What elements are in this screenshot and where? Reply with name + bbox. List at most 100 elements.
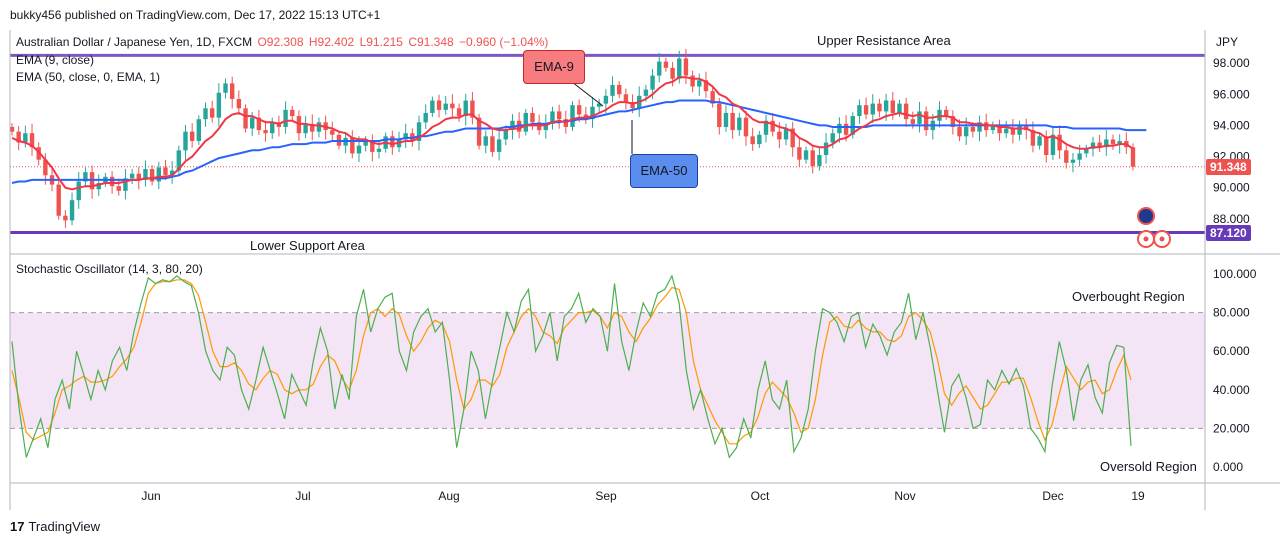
candle-body [209,108,215,118]
candle-body [76,181,81,201]
candle-body [617,84,622,95]
candle-body [416,122,422,141]
stoch-k-line [11,274,1132,459]
candle-body [129,173,135,179]
ohlc-high: H92.402 [308,35,355,49]
candle-body [596,103,602,107]
candle-body [897,103,902,113]
ema9-line [11,76,1134,191]
candle-body [1010,128,1016,135]
time-tick-label: Dec [1042,489,1063,503]
last-price-tag: 91.348 [1206,158,1251,175]
stoch-tick-label: 40.000 [1213,383,1250,397]
candle-body [556,111,562,120]
candle-body [83,172,88,182]
candle-body [1077,153,1082,160]
candle-body [630,102,635,109]
candle-body [857,105,862,117]
candle-body [623,94,629,103]
ohlc-close: C91.348 [408,35,454,49]
candle-body [16,131,21,143]
time-tick-label: Oct [751,489,770,503]
candle-body [730,112,735,131]
candle-body [663,61,669,68]
candle-body [877,103,882,112]
stoch-neutral-band [10,312,1205,429]
candle-body [977,122,982,132]
candle-body [483,136,488,146]
candle-body [810,150,815,166]
candle-body [243,108,248,129]
candle-body [1084,148,1089,154]
candle-body [290,109,295,117]
economic-event-dot [1143,236,1149,242]
candle-body [990,125,996,131]
candle-body [657,61,662,76]
candle-body [476,117,482,146]
time-tick-label: 19 [1131,489,1145,503]
brand-name: TradingView [28,519,101,534]
candle-body [1130,147,1136,167]
time-tick-label: Aug [438,489,459,503]
candle-body [503,130,508,140]
candle-body [463,100,468,117]
candle-body [863,105,869,115]
candle-body [843,123,849,135]
candle-body [229,83,235,99]
upper-resistance-label: Upper Resistance Area [817,33,951,48]
candle-body [370,141,375,152]
candle-body [163,167,168,176]
candle-body [943,109,949,117]
candle-body [903,103,909,120]
candle-body [1044,136,1049,156]
candle-body [1004,128,1009,134]
price-tick-label: 88.000 [1213,212,1250,226]
candle-body [376,148,382,152]
candle-body [790,128,795,148]
candle-body [910,119,916,124]
symbol-name: Australian Dollar / Japanese Yen, 1D, FX… [16,35,253,49]
stoch-tick-label: 80.000 [1213,306,1250,320]
ohlc-open: O92.308 [257,35,304,49]
candle-body [610,84,615,96]
price-tick-label: 98.000 [1213,56,1250,70]
support-price-tag: 87.120 [1206,224,1251,241]
stochastic-legend[interactable]: Stochastic Oscillator (14, 3, 80, 20) [16,262,203,276]
ema9-callout-pointer [571,81,604,107]
australia-flag-icon [1137,207,1155,225]
candle-body [963,126,969,137]
candle-body [403,133,408,140]
candle-body [350,137,355,154]
ohlc-low: L91.215 [359,35,403,49]
candle-body [436,100,442,110]
footer-brand[interactable]: 17 TradingView [10,519,100,534]
candle-body [1070,159,1076,163]
candle-body [803,150,809,160]
overbought-label: Overbought Region [1072,289,1185,304]
candle-body [123,178,128,191]
candle-body [543,123,549,131]
candle-body [96,183,101,190]
candle-body [570,105,575,127]
candle-body [223,83,228,93]
candle-body [670,67,675,79]
price-tick-label: 90.000 [1213,181,1250,195]
candle-body [823,142,829,156]
candle-body [523,112,528,132]
candle-body [1050,134,1056,156]
candle-body [216,92,222,118]
candle-body [850,116,855,135]
candle-body [9,126,15,132]
candle-body [36,147,41,160]
candle-body [1090,142,1096,149]
candle-body [763,120,769,135]
candle-body [303,123,308,134]
ema9-legend[interactable]: EMA (9, close) [16,53,95,67]
candle-body [870,103,875,115]
ema50-legend[interactable]: EMA (50, close, 0, EMA, 1) [16,70,161,84]
candle-body [470,100,475,118]
candle-body [1117,141,1122,145]
candle-body [390,136,395,148]
candle-body [770,120,775,132]
